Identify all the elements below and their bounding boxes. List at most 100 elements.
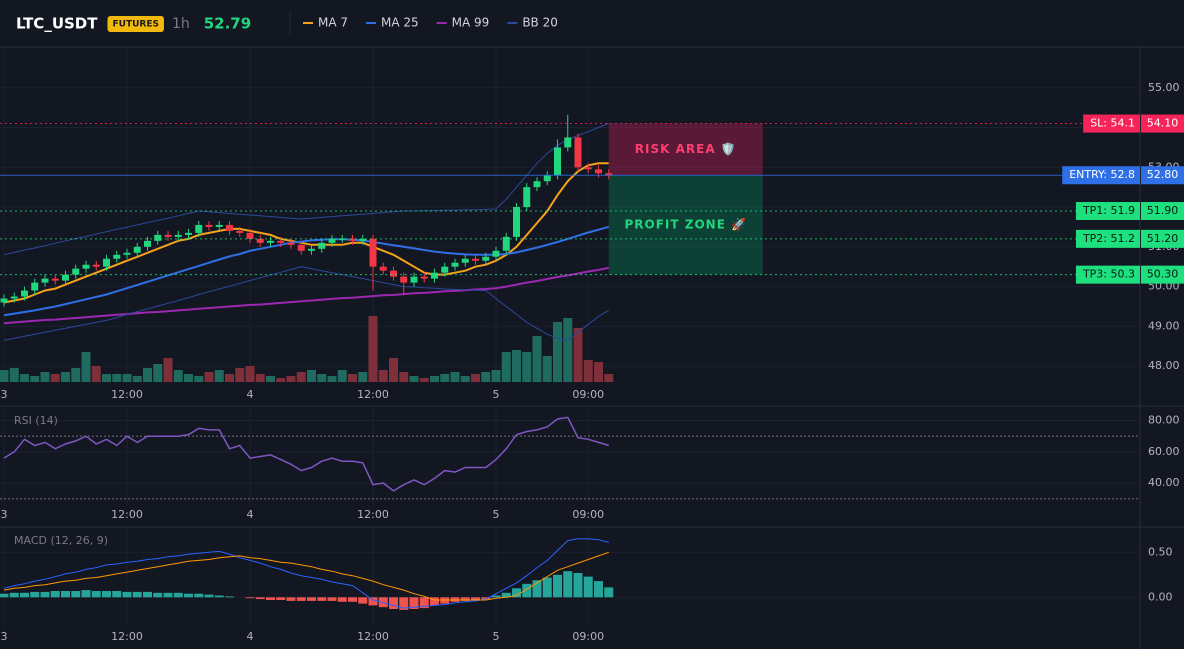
candle-body [410,276,418,283]
volume-bar [214,370,224,382]
level-price: 50.30 [1147,268,1179,281]
candle-body [0,298,8,303]
histogram-bar [481,597,491,600]
candle-body [369,238,377,267]
volume-bar [563,318,573,382]
histogram-bar [542,577,552,598]
volume-bar [132,376,142,382]
volume-bar [184,374,193,382]
histogram-bar [173,592,183,598]
y-tick-label: 55.00 [1148,81,1180,94]
histogram-bar [20,592,29,598]
histogram-bar [553,574,562,598]
volume-bar [419,378,429,382]
x-tick-label: 5 [493,508,500,521]
legend-label: MA 25 [381,16,419,30]
candle-body [400,276,408,283]
candle-body [256,238,264,243]
candle-body [318,242,326,249]
histogram-bar [594,581,603,598]
level-price-tag [1141,114,1184,133]
level-price: 51.20 [1147,232,1179,245]
candle-body [174,234,182,237]
x-tick-label: 12:00 [357,388,389,401]
x-tick-label: 12:00 [357,508,389,521]
volume-bar [409,376,419,382]
volume-bar [501,352,511,382]
volume-bar [276,378,286,382]
histogram-bar [112,591,122,598]
histogram-bar [214,595,224,598]
level-label-tag [1062,166,1140,185]
x-tick-label: 12:00 [357,630,389,643]
volume-bar [163,358,173,382]
volume-bar [0,370,9,382]
level-price: 51.90 [1147,204,1179,217]
candle-body [195,224,203,233]
histogram-bar [9,592,19,598]
volume-bar [440,374,450,382]
candle-body [605,173,613,176]
histogram-bar [225,596,234,598]
rsi-line [3,416,610,492]
x-tick-label: 4 [247,630,254,643]
histogram-bar [460,597,470,601]
market-badge [107,16,164,32]
candle-body [328,238,336,243]
level-label: ENTRY: 52.8 [1069,168,1135,181]
histogram-bar [307,597,316,601]
histogram-bar [102,591,111,598]
legend-label: MA 99 [452,16,490,30]
moving-average-line [3,225,610,317]
candle-body [236,230,244,233]
y-tick-label: 60.00 [1148,445,1180,458]
histogram-bar [419,597,429,609]
macd-line [3,551,609,601]
candle-body [595,169,602,174]
volume-bar [327,376,337,382]
candle-body [277,240,285,243]
histogram-bar [122,591,132,598]
histogram-bar [501,592,511,598]
volume-bar [20,374,29,382]
candle-body [41,278,49,283]
pane-title: RSI (14) [14,414,58,427]
volume-bar [153,364,163,382]
level-label: TP2: 51.2 [1082,232,1135,245]
candle-body [21,290,28,297]
volume-bar [583,360,593,382]
candle-body [185,232,192,235]
zone [608,175,763,275]
histogram-bar [430,597,439,606]
x-tick-label: 12:00 [111,630,143,643]
volume-bar [594,362,603,382]
volume-bar [368,316,378,382]
candle-body [10,296,18,299]
volume-bar [348,374,357,382]
histogram-bar [409,597,419,609]
volume-bar [71,368,81,382]
histogram-bar [491,595,501,598]
symbol: LTC_USDT [16,15,98,33]
candle-body [492,250,500,257]
candle-body [103,258,110,267]
x-tick-label: 09:00 [572,630,604,643]
volume-bar [225,374,234,382]
candle-body [482,256,490,261]
candle-body [133,246,141,253]
volume-bar [286,376,296,382]
histogram-bar [389,597,398,609]
level-label: TP3: 50.3 [1082,268,1135,281]
candle-body [62,274,69,281]
candle-body [154,234,162,241]
histogram-bar [583,576,593,598]
candle-body [584,167,592,170]
candle-body [441,266,449,273]
candle-body [472,258,479,261]
volume-bar [430,376,439,382]
level-price-tag [1141,265,1184,284]
level-label: SL: 54.1 [1090,117,1135,130]
candle-body [349,238,356,241]
legend-label: MA 7 [318,16,348,30]
histogram-bar [337,597,347,602]
